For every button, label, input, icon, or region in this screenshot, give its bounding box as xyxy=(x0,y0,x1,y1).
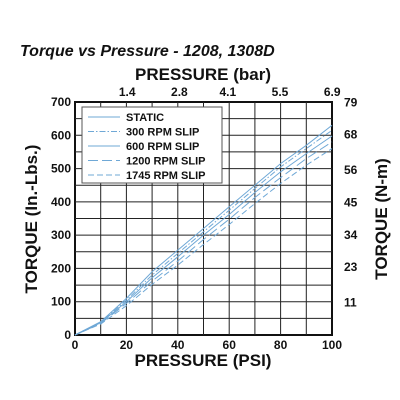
x-tick-label: 60 xyxy=(223,338,237,352)
y-tick-label: 400 xyxy=(51,195,71,209)
x2-tick-label: 1.4 xyxy=(119,85,136,99)
series-line-600-rpm-slip xyxy=(74,135,333,336)
legend-label-1200-rpm-slip: 1200 RPM SLIP xyxy=(126,156,205,168)
x2-tick-label: 6.9 xyxy=(324,85,341,99)
legend-label-1745-rpm-slip: 1745 RPM SLIP xyxy=(126,170,205,182)
legend-box xyxy=(81,106,223,184)
y-tick-label: 300 xyxy=(51,228,71,242)
x-tick-label: 100 xyxy=(322,338,342,352)
y2-tick-label: 45 xyxy=(344,195,358,209)
series-line-300-rpm-slip xyxy=(74,129,333,336)
x-tick-label: 80 xyxy=(274,338,288,352)
y2-axis-title: TORQUE (N-m) xyxy=(372,158,391,280)
y2-tick-label: 56 xyxy=(344,163,358,177)
series-line-static xyxy=(74,124,333,336)
x-tick-label: 0 xyxy=(72,338,79,352)
x-axis-title: PRESSURE (PSI) xyxy=(135,351,272,370)
legend-label-static: STATIC xyxy=(126,112,164,124)
y-tick-label: 0 xyxy=(64,328,71,342)
y2-tick-label: 23 xyxy=(344,260,358,274)
series-lines xyxy=(74,124,333,336)
tick-labels: 0 20 40 60 80 100 0 100 200 300 400 500 600 700 1.4 2.8… xyxy=(51,85,358,352)
legend-label-300-rpm-slip: 300 RPM SLIP xyxy=(126,127,199,139)
y-tick-label: 200 xyxy=(51,261,71,275)
y-tick-label: 500 xyxy=(51,162,71,176)
legend-label-600-rpm-slip: 600 RPM SLIP xyxy=(126,141,199,153)
y2-tick-label: 11 xyxy=(344,296,357,310)
y-tick-label: 700 xyxy=(51,95,71,109)
x2-tick-label: 5.5 xyxy=(272,85,289,99)
x2-axis-title: PRESSURE (bar) xyxy=(135,65,271,84)
legend: STATIC 300 RPM SLIP 600 RPM SLIP 1200 RPM S… xyxy=(81,106,223,184)
y2-tick-label: 79 xyxy=(344,95,358,109)
y-tick-label: 600 xyxy=(51,128,71,142)
x2-tick-label: 4.1 xyxy=(219,85,236,99)
x-tick-label: 20 xyxy=(120,338,134,352)
series-line-1745-rpm-slip xyxy=(74,148,333,336)
y-axis-title: TORQUE (In.-Lbs.) xyxy=(22,145,41,294)
x-tick-label: 40 xyxy=(171,338,185,352)
y2-tick-label: 34 xyxy=(344,228,358,242)
chart-title: Torque vs Pressure - 1208, 1308D xyxy=(20,43,275,60)
y-tick-label: 100 xyxy=(51,295,71,309)
y2-tick-label: 68 xyxy=(344,128,358,142)
x2-tick-label: 2.8 xyxy=(171,85,188,99)
series-line-1200-rpm-slip xyxy=(74,141,333,336)
